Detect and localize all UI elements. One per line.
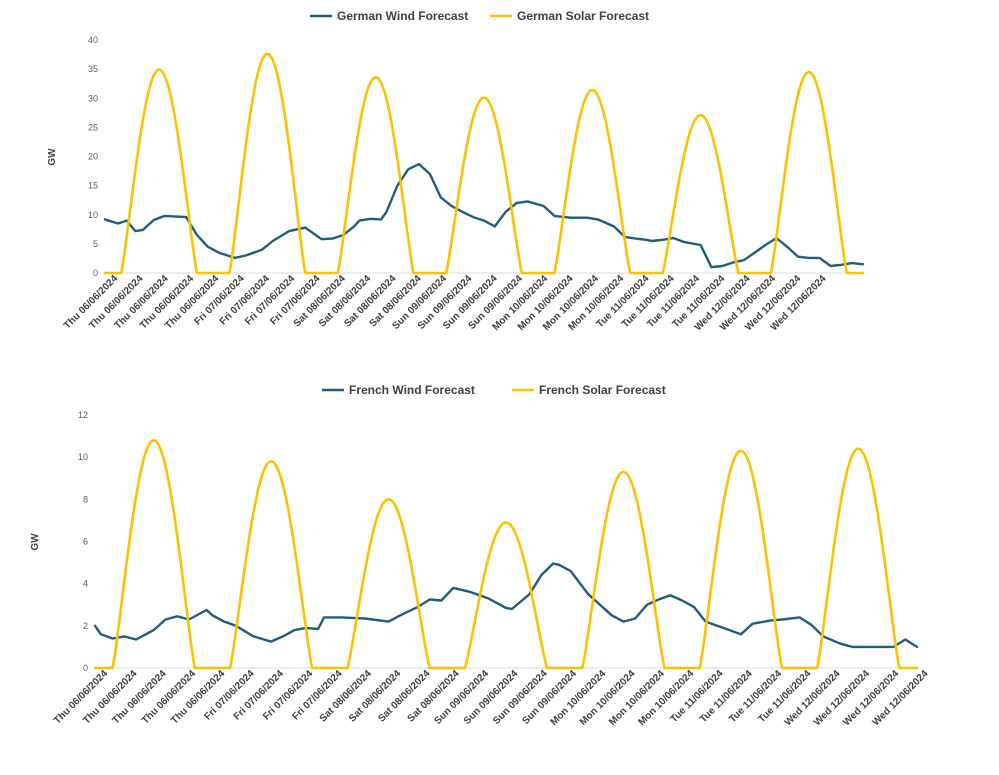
legend-label: German Wind Forecast <box>337 9 468 23</box>
x-tick-label: Tue 11/06/2024 <box>669 668 726 725</box>
y-tick-label: 2 <box>83 621 88 631</box>
y-tick-label: 20 <box>88 152 98 162</box>
y-tick-label: 10 <box>88 210 98 220</box>
y-tick-label: 30 <box>88 93 98 103</box>
solar-series-line <box>93 439 919 670</box>
legend-label: French Solar Forecast <box>539 385 666 397</box>
y-tick-label: 15 <box>88 181 98 191</box>
x-tick-label: Tue 11/06/2024 <box>757 668 814 725</box>
x-tick-label: Wed 12/06/2024 <box>871 668 931 728</box>
x-tick-label: Tue 11/06/2024 <box>698 668 755 725</box>
solar-series-line <box>103 52 865 275</box>
y-axis-label: GW <box>30 533 41 551</box>
y-tick-label: 4 <box>83 579 88 589</box>
y-tick-label: 0 <box>93 268 98 278</box>
y-axis-label: GW <box>47 148 58 166</box>
y-tick-label: 25 <box>88 122 98 132</box>
x-tick-label: Sat 08/06/2024 <box>406 668 462 724</box>
x-tick-label: Sat 08/06/2024 <box>376 668 432 724</box>
y-tick-label: 12 <box>78 410 88 420</box>
y-tick-label: 8 <box>83 494 88 504</box>
y-tick-label: 0 <box>83 663 88 673</box>
wind-series-line <box>93 562 919 649</box>
x-tick-label: Sat 08/06/2024 <box>318 668 374 724</box>
y-tick-label: 10 <box>78 452 88 462</box>
legend-label: German Solar Forecast <box>517 9 649 23</box>
y-tick-label: 5 <box>93 239 98 249</box>
legend-label: French Wind Forecast <box>349 385 475 397</box>
x-tick-label: Tue 11/06/2024 <box>727 668 784 725</box>
y-tick-label: 35 <box>88 64 98 74</box>
wind-series-line <box>103 162 865 269</box>
x-tick-label: Sat 08/06/2024 <box>347 668 403 724</box>
y-tick-label: 40 <box>88 35 98 45</box>
y-tick-label: 6 <box>83 537 88 547</box>
